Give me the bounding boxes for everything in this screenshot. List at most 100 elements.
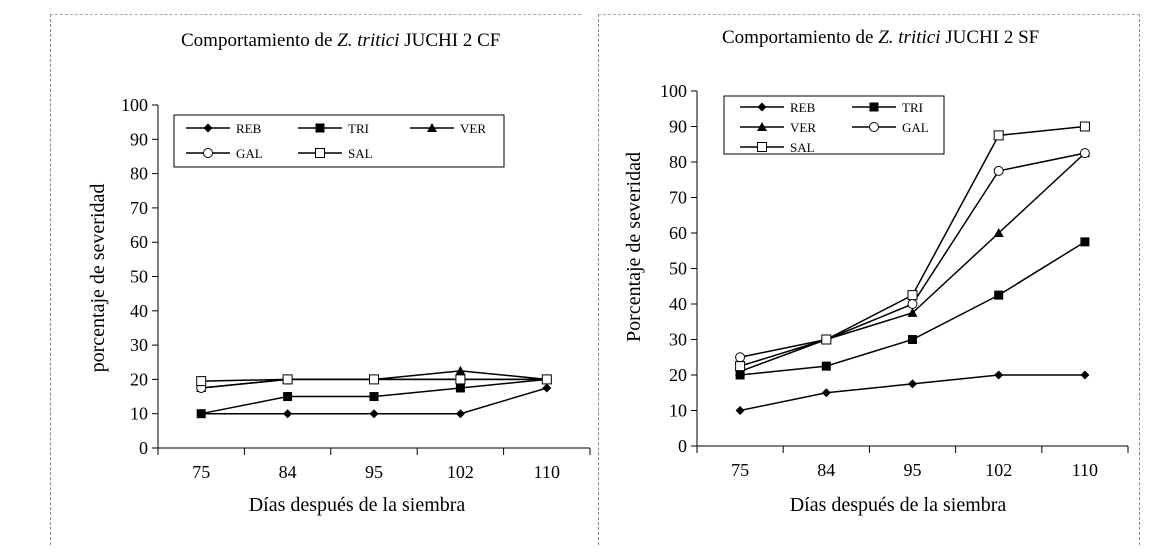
chart-sf: 0 10 20 30 40 50 60 70 80 90 100 75 84 95 102 110 Días d… [623,81,1129,516]
y-axis-label: Porcentaje de severidad [623,152,645,342]
legend-label: SAL [790,140,815,155]
series-reb [735,370,1090,415]
x-tick-label: 110 [534,462,560,482]
y-tick-label: 20 [669,365,687,385]
legend-marker [757,122,767,131]
data-point [455,374,466,385]
y-tick-label: 100 [660,81,687,101]
y-tick-label: 80 [669,152,687,172]
legend: REB TRI VER GAL SAL [173,114,505,168]
y-tick-label: 0 [139,438,148,458]
y-tick-label: 40 [669,294,687,314]
legend-marker [869,102,879,112]
x-tick-label: 84 [817,460,835,480]
data-point [1080,237,1090,247]
x-tick-label: 95 [904,460,922,480]
chart-panel-cf [50,14,581,545]
legend-marker [315,148,325,158]
data-point [994,290,1004,300]
series-line [739,125,1085,367]
y-tick-label: 70 [130,198,148,218]
legend: REB TRI VER GAL SAL [723,95,945,155]
data-point [455,365,466,375]
y-tick-label: 60 [669,223,687,243]
y-tick-label: 40 [130,301,148,321]
legend-box [173,114,505,168]
x-tick-label: 102 [447,462,474,482]
y-tick-label: 20 [130,369,148,389]
series-sal [196,374,552,387]
legend-label: TRI [902,100,923,115]
data-point [908,379,917,389]
data-point [541,374,552,385]
legend-label: VER [790,120,816,135]
data-point [907,299,918,309]
y-tick-label: 100 [121,95,148,115]
x-tick-label: 75 [192,462,210,482]
y-tick-label: 90 [130,129,148,149]
x-tick-label: 95 [365,462,383,482]
legend-label: GAL [236,146,263,161]
y-tick-label: 90 [669,117,687,137]
legend-label: REB [236,121,262,136]
data-point [907,290,918,301]
data-point [283,392,293,402]
chart-title-sf: Comportamiento de Z. tritici JUCHI 2 SF [722,27,1040,48]
series-sal [735,121,1090,372]
data-point [821,334,832,345]
legend-marker [203,123,213,133]
y-tick-label: 10 [130,404,148,424]
y-tick-label: 80 [130,164,148,184]
data-point [282,374,293,385]
data-point [907,307,918,317]
x-axis-label: Días después de la siembra [249,494,466,516]
data-point [455,409,465,419]
y-tick-label: 0 [678,436,687,456]
y-tick-label: 10 [669,401,687,421]
legend-label: VER [460,121,486,136]
legend-marker [757,142,767,152]
legend-label: TRI [348,121,369,136]
data-point [993,228,1004,237]
legend-marker [315,123,325,133]
legend-marker [203,148,213,158]
x-tick-label: 75 [731,460,749,480]
y-tick-label: 50 [669,259,687,279]
legend-marker [757,102,767,112]
data-point [369,374,379,385]
data-point [1079,148,1090,159]
data-point [1079,121,1090,132]
legend-marker [869,122,879,132]
y-tick-label: 30 [669,330,687,350]
legend-label: GAL [902,120,929,135]
data-point [735,352,746,363]
x-tick-label: 110 [1072,460,1098,480]
series-line [739,152,1086,358]
y-tick-label: 70 [669,188,687,208]
y-axis-label: porcentaje de severidad [87,184,109,373]
data-point [735,406,745,415]
data-point [908,335,917,344]
data-point [542,383,552,393]
data-point [993,130,1004,141]
data-point [196,376,207,387]
data-point [369,409,379,419]
data-point [821,361,831,371]
x-tick-label: 102 [985,460,1012,480]
x-tick-label: 84 [279,462,297,482]
y-tick-label: 50 [130,267,148,287]
chart-panel-sf [598,14,1140,545]
data-point [283,409,293,419]
series-gal [735,148,1090,363]
data-point [369,392,379,402]
data-point [735,361,746,372]
data-point [455,383,465,393]
data-point [993,165,1004,176]
x-axis-label: Días después de la siembra [790,494,1007,516]
data-point [196,409,206,419]
data-point [821,388,831,398]
legend-marker [427,123,437,132]
data-point [1080,370,1090,380]
legend-label: SAL [348,146,373,161]
